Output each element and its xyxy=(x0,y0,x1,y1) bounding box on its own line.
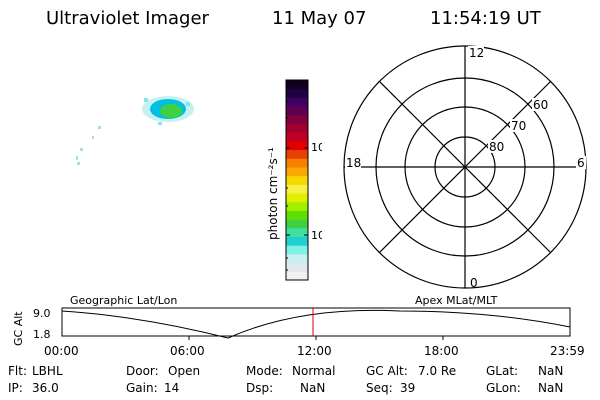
colorbar-band xyxy=(286,184,308,194)
altitude-y-tick-9: 9.0 xyxy=(33,307,51,320)
colorbar-band xyxy=(286,245,308,255)
lat-label-60: 60 xyxy=(533,98,548,112)
info-door-label: Door: xyxy=(126,364,159,378)
info-flt-value: LBHL xyxy=(32,364,63,378)
auroral-specks xyxy=(76,126,101,165)
colorbar-band xyxy=(286,158,308,168)
altitude-y-tick-1-8: 1.8 xyxy=(33,328,51,341)
auroral-blob-main xyxy=(142,96,194,125)
x-tick-0000: 00:00 xyxy=(44,344,79,358)
colorbar-band xyxy=(286,253,308,264)
colorbar-band xyxy=(286,80,308,90)
info-flt-label: Flt: xyxy=(8,364,27,378)
colorbar-band xyxy=(286,227,308,238)
info-glat-label: GLat: xyxy=(486,364,519,378)
auroral-image xyxy=(76,96,194,165)
colorbar-band xyxy=(286,97,308,107)
colorbar-band xyxy=(286,132,308,142)
mlt-label-18: 18 xyxy=(346,156,361,170)
x-tick-1800: 18:00 xyxy=(424,344,459,358)
colorbar-band xyxy=(286,149,308,159)
colorbar-gradient xyxy=(286,80,308,281)
info-gcalt-value: 7.0 Re xyxy=(418,364,457,378)
altitude-plot-frame xyxy=(61,307,571,337)
info-mode-label: Mode: xyxy=(246,364,283,378)
info-gain-value: 14 xyxy=(164,381,180,395)
colorbar-band xyxy=(286,210,308,220)
colorbar-band xyxy=(286,262,308,272)
info-gain-label: Gain: xyxy=(126,381,158,395)
lat-label-70: 70 xyxy=(511,119,526,133)
date-label: 11 May 07 xyxy=(272,8,367,29)
mlt-label-0: 0 xyxy=(470,276,478,290)
altitude-left-title: Geographic Lat/Lon xyxy=(70,294,177,307)
colorbar-band xyxy=(286,175,308,185)
altitude-x-ticks xyxy=(188,336,444,340)
altitude-curve xyxy=(61,309,571,339)
lat-label-80: 80 xyxy=(489,140,504,154)
mlt-label-6: 6 xyxy=(577,156,585,170)
info-gcalt-label: GC Alt: xyxy=(366,364,408,378)
colorbar-band xyxy=(286,236,308,246)
info-glon-value: NaN xyxy=(538,381,564,395)
colorbar-band xyxy=(286,106,308,116)
x-tick-2359: 23:59 xyxy=(550,344,585,358)
colorbar-band xyxy=(286,123,308,133)
info-seq-label: Seq: xyxy=(366,381,393,395)
colorbar-band xyxy=(286,88,308,98)
altitude-right-title: Apex MLat/MLT xyxy=(415,294,498,307)
info-dsp-label: Dsp: xyxy=(246,381,274,395)
colorbar-ticks xyxy=(286,100,308,271)
info-dsp-value: NaN xyxy=(300,381,326,395)
colorbar-band xyxy=(286,166,308,177)
colorbar: 100 10 photon cm⁻²s⁻¹ xyxy=(266,79,322,281)
colorbar-band xyxy=(286,201,308,211)
colorbar-tick-10: 10 xyxy=(311,229,322,242)
colorbar-tick-100: 100 xyxy=(311,141,322,154)
altitude-y-label: GC Alt xyxy=(12,311,25,346)
colorbar-band xyxy=(286,193,308,203)
colorbar-unit-label: photon cm⁻²s⁻¹ xyxy=(266,147,280,240)
info-ip-value: 36.0 xyxy=(32,381,59,395)
info-ip-label: IP: xyxy=(8,381,23,395)
colorbar-band xyxy=(286,114,308,124)
altitude-plot: Geographic Lat/Lon Apex MLat/MLT GC Alt … xyxy=(12,294,571,346)
colorbar-band xyxy=(286,140,308,151)
info-glon-label: GLon: xyxy=(486,381,521,395)
info-door-value: Open xyxy=(168,364,201,378)
mlt-label-12: 12 xyxy=(469,46,484,60)
info-mode-value: Normal xyxy=(292,364,336,378)
info-glat-value: NaN xyxy=(538,364,564,378)
colorbar-band xyxy=(286,219,308,229)
time-label: 11:54:19 UT xyxy=(430,8,541,29)
colorbar-band xyxy=(286,271,308,281)
x-tick-1200: 12:00 xyxy=(297,344,332,358)
info-seq-value: 39 xyxy=(400,381,416,395)
polar-diagonal-2 xyxy=(378,80,552,254)
polar-plot: 12 0 18 6 60 70 80 xyxy=(343,45,587,290)
x-tick-0600: 06:00 xyxy=(170,344,205,358)
instrument-title: Ultraviolet Imager xyxy=(46,8,209,29)
